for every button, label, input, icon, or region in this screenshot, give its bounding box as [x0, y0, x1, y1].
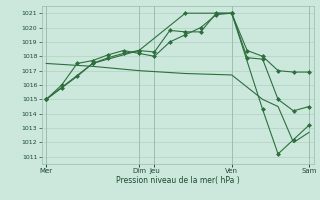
X-axis label: Pression niveau de la mer( hPa ): Pression niveau de la mer( hPa ) [116, 176, 239, 185]
